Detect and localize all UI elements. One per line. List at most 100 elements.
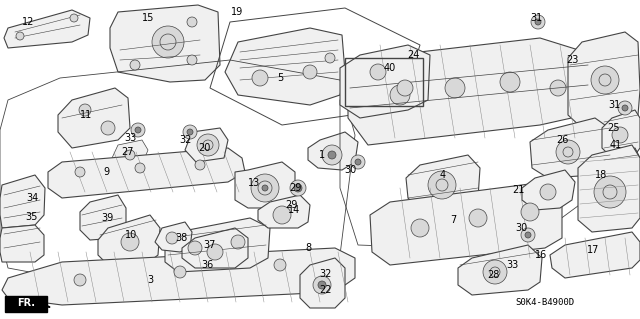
Circle shape (531, 15, 545, 29)
Circle shape (445, 78, 465, 98)
Circle shape (594, 176, 626, 208)
Polygon shape (2, 248, 355, 305)
Circle shape (70, 14, 78, 22)
Polygon shape (458, 245, 542, 295)
Polygon shape (602, 148, 640, 185)
Circle shape (622, 105, 628, 111)
Circle shape (125, 150, 135, 160)
Circle shape (411, 219, 429, 237)
Polygon shape (80, 195, 126, 240)
Circle shape (521, 228, 535, 242)
Circle shape (328, 151, 336, 159)
Text: 25: 25 (608, 123, 620, 133)
Text: 22: 22 (319, 285, 332, 295)
Text: 3: 3 (147, 275, 153, 285)
Text: 8: 8 (305, 243, 311, 253)
Bar (345, 58, 423, 106)
Polygon shape (300, 258, 345, 308)
Circle shape (262, 185, 268, 191)
Text: 30: 30 (344, 165, 356, 175)
Circle shape (160, 34, 176, 50)
Circle shape (294, 184, 302, 192)
Circle shape (135, 127, 141, 133)
Text: 13: 13 (248, 178, 260, 188)
Text: 12: 12 (22, 17, 34, 27)
Circle shape (121, 233, 139, 251)
Polygon shape (0, 225, 44, 262)
Text: 15: 15 (142, 13, 154, 23)
Text: 4: 4 (440, 170, 446, 180)
Circle shape (16, 32, 24, 40)
Circle shape (274, 259, 286, 271)
FancyBboxPatch shape (5, 296, 47, 312)
Polygon shape (602, 110, 640, 158)
Circle shape (207, 244, 223, 260)
Circle shape (174, 266, 186, 278)
Text: 18: 18 (595, 170, 607, 180)
Text: 14: 14 (288, 205, 300, 215)
Circle shape (187, 17, 197, 27)
Text: 31: 31 (608, 100, 620, 110)
Polygon shape (578, 145, 640, 232)
Circle shape (74, 274, 86, 286)
Circle shape (273, 206, 291, 224)
Polygon shape (550, 232, 640, 278)
Circle shape (612, 127, 628, 143)
Circle shape (101, 121, 115, 135)
Polygon shape (568, 32, 640, 128)
Circle shape (563, 147, 573, 157)
Text: 32: 32 (180, 135, 192, 145)
Polygon shape (406, 155, 480, 210)
Text: 20: 20 (198, 143, 210, 153)
Circle shape (318, 281, 326, 289)
Text: 38: 38 (175, 233, 187, 243)
Polygon shape (225, 28, 345, 105)
Circle shape (166, 232, 178, 244)
Text: 29: 29 (289, 183, 301, 193)
Polygon shape (98, 215, 160, 265)
Circle shape (483, 260, 507, 284)
Text: 32: 32 (319, 269, 331, 279)
Polygon shape (112, 140, 148, 168)
Polygon shape (165, 218, 270, 272)
Text: 19: 19 (231, 7, 243, 17)
Circle shape (521, 203, 539, 221)
Circle shape (130, 60, 140, 70)
Circle shape (258, 181, 272, 195)
Circle shape (603, 185, 617, 199)
Circle shape (370, 64, 386, 80)
Circle shape (187, 55, 197, 65)
Text: 31: 31 (530, 13, 542, 23)
Circle shape (390, 85, 410, 105)
Text: 30: 30 (515, 223, 527, 233)
Text: 33: 33 (124, 133, 136, 143)
Circle shape (591, 66, 619, 94)
Circle shape (550, 80, 566, 96)
Text: 24: 24 (407, 50, 419, 60)
Circle shape (535, 19, 541, 25)
Circle shape (469, 209, 487, 227)
Circle shape (618, 101, 632, 115)
Text: 36: 36 (201, 260, 213, 270)
Circle shape (351, 155, 365, 169)
Text: 40: 40 (384, 63, 396, 73)
Circle shape (313, 276, 331, 294)
Circle shape (187, 129, 193, 135)
Text: 41: 41 (610, 140, 622, 150)
Polygon shape (340, 45, 430, 118)
Text: 9: 9 (103, 167, 109, 177)
Circle shape (599, 74, 611, 86)
Polygon shape (110, 5, 220, 82)
Circle shape (325, 53, 335, 63)
Polygon shape (48, 148, 245, 198)
Circle shape (556, 140, 580, 164)
Polygon shape (182, 228, 248, 268)
Text: 27: 27 (122, 147, 134, 157)
Polygon shape (370, 182, 562, 265)
Circle shape (131, 123, 145, 137)
Text: 39: 39 (101, 213, 113, 223)
Circle shape (135, 163, 145, 173)
Text: 35: 35 (26, 212, 38, 222)
Text: 29: 29 (285, 200, 297, 210)
Text: 37: 37 (203, 240, 215, 250)
